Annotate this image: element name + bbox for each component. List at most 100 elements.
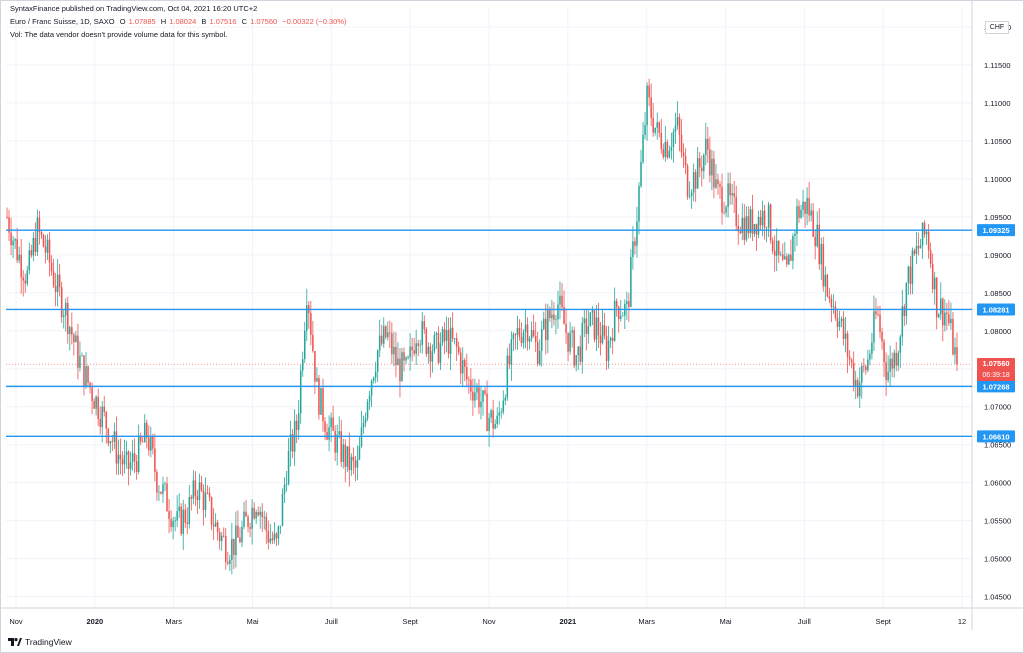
candle-body (881, 332, 883, 342)
candle-body (873, 311, 875, 343)
candle-body (850, 359, 853, 363)
candle-body (26, 270, 29, 284)
candle-body (889, 358, 891, 372)
candle-body (158, 491, 160, 493)
candle-body (838, 321, 841, 327)
candle-body (220, 535, 223, 541)
candle-body (743, 217, 746, 240)
candle-body (474, 392, 476, 401)
candle-body (148, 437, 150, 451)
candle-body (532, 330, 535, 336)
candle-body (103, 406, 106, 412)
candle-body (658, 122, 661, 133)
candle-body (435, 333, 438, 336)
symbol-legend[interactable]: Euro / Franc Suisse, 1D, SAXO O 1.07885 H… (10, 17, 350, 26)
candle-body (111, 441, 114, 443)
candle-body (777, 240, 780, 256)
candle-body (885, 362, 887, 381)
candle-body (453, 338, 456, 340)
currency-badge[interactable]: CHF (985, 21, 1009, 34)
candle-body (931, 264, 934, 290)
candle-body (703, 154, 705, 172)
candle-body (385, 326, 387, 338)
candle-body (569, 332, 571, 352)
candle-body (413, 350, 415, 354)
candle-body (769, 204, 772, 241)
candle-body (237, 525, 239, 538)
candle-body (911, 250, 914, 285)
candle-body (137, 435, 140, 472)
candle-body (826, 274, 829, 297)
candle-body (786, 256, 788, 265)
candle-body (820, 243, 823, 265)
candle-body (139, 435, 142, 442)
candle-body (251, 507, 253, 529)
candle-body (283, 484, 286, 494)
candle-body (927, 231, 930, 251)
candle-body (832, 306, 835, 308)
symbol-name[interactable]: Euro / Franc Suisse, 1D, SAXO (10, 17, 115, 26)
candle-body (466, 366, 468, 380)
candle-body (259, 511, 261, 516)
candle-body (887, 371, 889, 381)
candle-body (451, 327, 454, 339)
candle-body (125, 451, 128, 455)
candle-body (510, 339, 513, 365)
candle-body (154, 448, 156, 473)
candle-body (506, 355, 509, 398)
x-tick-label: Mai (719, 617, 731, 626)
candle-body (382, 326, 385, 344)
candle-body (320, 388, 322, 415)
candle-body (146, 422, 148, 438)
candle-body (255, 511, 257, 519)
candle-body (504, 397, 507, 401)
candle-body (247, 516, 249, 527)
candle-body (196, 496, 199, 501)
candle-body (915, 246, 918, 254)
candle-body (389, 332, 391, 334)
candle-body (83, 355, 85, 387)
candle-body (332, 417, 334, 431)
candle-body (919, 245, 922, 249)
candle-body (358, 446, 361, 460)
candle-body (261, 511, 263, 518)
candle-body (437, 333, 440, 363)
candle-body (56, 274, 59, 292)
candle-body (281, 493, 284, 526)
candle-body (603, 325, 606, 336)
candle-body (707, 138, 709, 150)
candle-body (105, 411, 108, 429)
candle-body (395, 346, 397, 366)
candle-body (660, 132, 663, 150)
candle-body (543, 318, 545, 330)
candle-body (577, 346, 579, 356)
candle-body (549, 310, 551, 319)
candle-body (684, 156, 687, 166)
candle-body (871, 342, 873, 354)
candle-body (690, 192, 693, 197)
candle-body (225, 536, 227, 563)
candle-body (34, 237, 37, 252)
candle-body (954, 347, 956, 355)
candle-body (757, 216, 760, 235)
candle-body (316, 378, 318, 382)
candle-body (310, 313, 312, 335)
candle-body (946, 312, 948, 315)
candle-body (800, 209, 802, 218)
candle-body (143, 422, 146, 443)
candle-body (648, 85, 650, 98)
candle-body (101, 406, 103, 427)
candle-body (73, 334, 75, 343)
candle-body (808, 197, 810, 216)
candle-body (557, 304, 559, 320)
candle-body (354, 460, 357, 468)
candle-body (156, 472, 158, 493)
candle-body (587, 326, 590, 334)
candle-body (854, 380, 857, 386)
candle-body (721, 186, 723, 213)
candle-body (940, 298, 942, 315)
candle-body (745, 216, 748, 240)
tradingview-logo[interactable]: TradingView (8, 637, 72, 647)
